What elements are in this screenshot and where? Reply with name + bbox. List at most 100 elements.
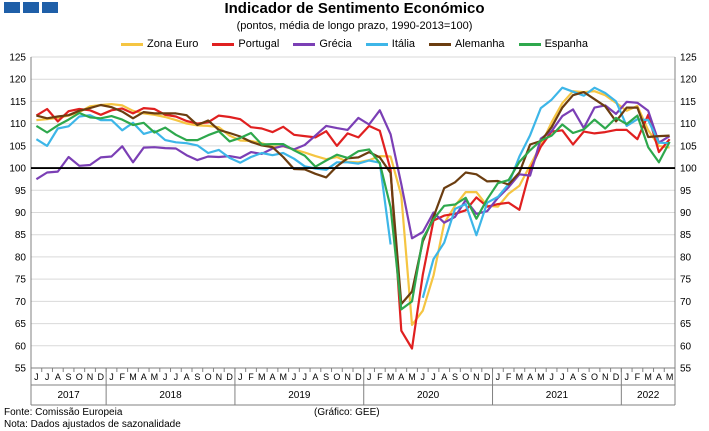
legend-swatch: [212, 42, 235, 46]
y-tick-label-right: 110: [680, 119, 696, 130]
x-tick-label-month: F: [248, 372, 254, 382]
x-tick-label-month: J: [496, 372, 501, 382]
legend-item: Grécia: [293, 38, 352, 50]
x-tick-label-month: N: [344, 372, 351, 382]
x-tick-label-month: A: [141, 372, 147, 382]
legend-swatch: [518, 42, 541, 46]
x-tick-label-month: S: [194, 372, 200, 382]
y-tick-label-right: 90: [680, 208, 692, 219]
legend-label: Espanha: [544, 38, 588, 50]
x-tick-label-month: N: [473, 372, 480, 382]
y-tick-label-right: 70: [680, 297, 692, 308]
series-line-gr-cia: [35, 100, 671, 240]
source-note: Fonte: Comissão Europeia: [4, 407, 123, 418]
x-tick-label-month: D: [355, 372, 362, 382]
x-tick-label-month: M: [279, 372, 287, 382]
x-tick-label-month: J: [549, 372, 554, 382]
y-tick-label-left: 60: [15, 341, 27, 352]
series-line-alemanha: [36, 91, 670, 306]
legend-swatch: [365, 42, 388, 46]
x-tick-label-year: 2021: [546, 390, 569, 401]
y-tick-label-left: 95: [15, 186, 27, 197]
x-tick-label-month: F: [635, 372, 641, 382]
x-tick-label-month: A: [570, 372, 576, 382]
legend-item: Itália: [365, 38, 415, 50]
legend-label: Alemanha: [455, 38, 505, 50]
x-tick-label-month: M: [537, 372, 545, 382]
x-tick-label-month: A: [184, 372, 190, 382]
x-tick-label-month: M: [408, 372, 416, 382]
legend-swatch: [429, 42, 452, 46]
x-tick-label-year: 2018: [159, 390, 182, 401]
series-line-it-lia: [35, 86, 670, 299]
x-tick-label-month: S: [323, 372, 329, 382]
x-tick-label-month: A: [269, 372, 275, 382]
y-tick-label-right: 120: [680, 75, 697, 86]
x-tick-label-month: N: [216, 372, 223, 382]
x-tick-label-month: A: [441, 372, 447, 382]
y-tick-label-right: 125: [680, 53, 697, 64]
x-tick-label-month: A: [656, 372, 662, 382]
chart-title: Indicador de Sentimento Económico: [224, 0, 485, 17]
x-tick-label-month: A: [527, 372, 533, 382]
y-tick-label-left: 90: [15, 208, 27, 219]
x-tick-label-month: J: [421, 372, 426, 382]
legend-item: Espanha: [518, 38, 588, 50]
x-tick-label-month: F: [506, 372, 512, 382]
y-tick-label-right: 105: [680, 141, 697, 152]
x-tick-label-month: J: [109, 372, 114, 382]
y-tick-label-right: 65: [680, 319, 692, 330]
x-tick-label-month: J: [163, 372, 168, 382]
x-tick-label-month: M: [129, 372, 137, 382]
brand-logo: [4, 2, 58, 13]
y-tick-label-right: 85: [680, 230, 692, 241]
legend-label: Zona Euro: [147, 38, 199, 50]
x-tick-label-month: D: [98, 372, 105, 382]
x-tick-label-month: M: [516, 372, 524, 382]
x-tick-label-month: O: [333, 372, 340, 382]
x-tick-label-month: M: [258, 372, 266, 382]
legend-label: Grécia: [319, 38, 352, 50]
series-line-portugal: [35, 107, 671, 350]
x-tick-label-month: O: [462, 372, 469, 382]
x-tick-label-month: J: [560, 372, 565, 382]
x-tick-label-month: S: [452, 372, 458, 382]
x-tick-label-month: D: [226, 372, 233, 382]
legend-item: Zona Euro: [121, 38, 198, 50]
x-tick-label-month: J: [238, 372, 243, 382]
x-tick-label-month: D: [484, 372, 491, 382]
x-tick-label-month: M: [666, 372, 674, 382]
series-line-zona-euro: [36, 90, 670, 326]
y-tick-label-right: 55: [680, 364, 692, 375]
y-tick-label-left: 70: [15, 297, 27, 308]
legend-item: Alemanha: [429, 38, 505, 50]
x-tick-label-month: J: [292, 372, 297, 382]
x-tick-label-year: 2017: [57, 390, 80, 401]
y-tick-label-left: 55: [15, 364, 27, 375]
y-tick-label-right: 60: [680, 341, 692, 352]
y-tick-label-left: 120: [9, 75, 26, 86]
y-tick-label-left: 125: [9, 53, 26, 64]
x-tick-label-month: N: [87, 372, 94, 382]
x-tick-label-month: N: [602, 372, 609, 382]
x-tick-label-month: S: [66, 372, 72, 382]
x-tick-label-month: A: [312, 372, 318, 382]
x-tick-label-month: J: [174, 372, 179, 382]
x-tick-label-month: M: [151, 372, 159, 382]
x-tick-label-month: A: [398, 372, 404, 382]
x-tick-label-month: J: [34, 372, 39, 382]
legend-label: Portugal: [238, 38, 280, 50]
x-tick-label-year: 2019: [288, 390, 311, 401]
x-tick-label-month: O: [76, 372, 83, 382]
x-tick-label-month: A: [55, 372, 61, 382]
x-tick-label-month: O: [591, 372, 598, 382]
y-tick-label-right: 75: [680, 275, 692, 286]
x-tick-label-month: F: [377, 372, 383, 382]
x-tick-label-month: F: [119, 372, 125, 382]
y-tick-label-left: 75: [15, 275, 27, 286]
series-line-espanha: [35, 111, 671, 311]
x-tick-label-month: S: [581, 372, 587, 382]
x-tick-label-month: M: [387, 372, 395, 382]
x-tick-label-month: J: [45, 372, 50, 382]
